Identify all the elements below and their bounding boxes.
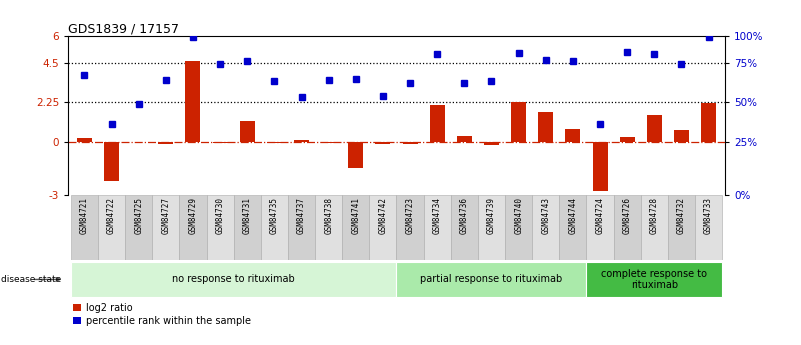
Bar	[152, 195, 179, 260]
Bar	[234, 195, 261, 260]
Bar	[674, 130, 689, 142]
Bar	[70, 195, 98, 260]
Bar	[593, 142, 607, 191]
Text: GSM84731: GSM84731	[243, 197, 252, 234]
Bar	[239, 121, 255, 142]
Bar	[451, 195, 478, 260]
Text: GSM84727: GSM84727	[161, 197, 171, 234]
Bar	[288, 195, 315, 260]
Bar	[695, 195, 723, 260]
Text: GSM84743: GSM84743	[541, 197, 550, 234]
Legend: log2 ratio, percentile rank within the sample: log2 ratio, percentile rank within the s…	[73, 303, 251, 326]
Bar	[294, 140, 309, 142]
Bar	[559, 195, 586, 260]
Bar	[396, 262, 586, 297]
Bar	[484, 142, 499, 145]
Bar	[586, 262, 723, 297]
Bar	[620, 137, 634, 142]
Bar	[261, 195, 288, 260]
Text: GSM84730: GSM84730	[215, 197, 224, 234]
Bar	[641, 195, 668, 260]
Text: GSM84737: GSM84737	[297, 197, 306, 234]
Bar	[104, 142, 119, 181]
Text: GSM84735: GSM84735	[270, 197, 279, 234]
Text: GSM84723: GSM84723	[405, 197, 415, 234]
Text: partial response to rituximab: partial response to rituximab	[421, 275, 562, 284]
Text: GSM84739: GSM84739	[487, 197, 496, 234]
Text: GSM84738: GSM84738	[324, 197, 333, 234]
Bar	[179, 195, 207, 260]
Bar	[511, 102, 526, 142]
Bar	[321, 142, 336, 144]
Bar	[159, 142, 173, 144]
Bar	[424, 195, 451, 260]
Bar	[267, 142, 282, 144]
Bar	[566, 129, 581, 142]
Text: complete response to
rituximab: complete response to rituximab	[602, 269, 707, 290]
Bar	[505, 195, 532, 260]
Bar	[70, 262, 396, 297]
Text: GSM84725: GSM84725	[134, 197, 143, 234]
Bar	[342, 195, 369, 260]
Text: no response to rituximab: no response to rituximab	[172, 275, 295, 284]
Text: GSM84733: GSM84733	[704, 197, 713, 234]
Bar	[478, 195, 505, 260]
Bar	[430, 105, 445, 142]
Bar	[125, 195, 152, 260]
Text: disease state: disease state	[2, 275, 62, 284]
Text: GSM84729: GSM84729	[188, 197, 197, 234]
Text: GSM84741: GSM84741	[352, 197, 360, 234]
Text: GSM84726: GSM84726	[622, 197, 632, 234]
Bar	[538, 112, 553, 142]
Bar	[457, 136, 472, 142]
Bar	[403, 142, 417, 144]
Bar	[396, 195, 424, 260]
Text: GDS1839 / 17157: GDS1839 / 17157	[68, 22, 179, 35]
Bar	[532, 195, 559, 260]
Bar	[668, 195, 695, 260]
Text: GSM84744: GSM84744	[569, 197, 578, 234]
Bar	[701, 103, 716, 142]
Text: GSM84742: GSM84742	[378, 197, 388, 234]
Bar	[586, 195, 614, 260]
Text: GSM84740: GSM84740	[514, 197, 523, 234]
Text: GSM84724: GSM84724	[596, 197, 605, 234]
Bar	[207, 195, 234, 260]
Text: GSM84728: GSM84728	[650, 197, 659, 234]
Bar	[98, 195, 125, 260]
Bar	[647, 115, 662, 142]
Text: GSM84721: GSM84721	[80, 197, 89, 234]
Bar	[212, 142, 227, 144]
Bar	[614, 195, 641, 260]
Text: GSM84736: GSM84736	[460, 197, 469, 234]
Text: GSM84734: GSM84734	[433, 197, 441, 234]
Bar	[315, 195, 342, 260]
Bar	[348, 142, 363, 168]
Bar	[77, 138, 92, 142]
Bar	[376, 142, 390, 144]
Bar	[186, 61, 200, 142]
Text: GSM84722: GSM84722	[107, 197, 116, 234]
Text: GSM84732: GSM84732	[677, 197, 686, 234]
Bar	[369, 195, 396, 260]
